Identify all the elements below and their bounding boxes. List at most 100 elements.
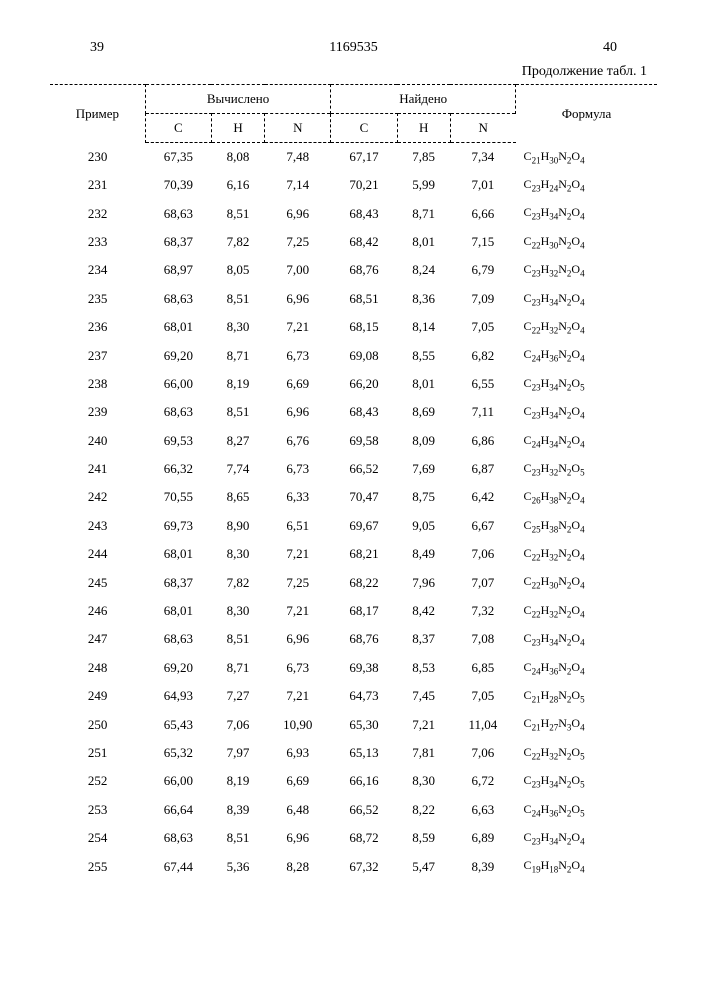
table-row: 23568,638,516,9668,518,367,09C23H34N2O4 bbox=[50, 285, 657, 313]
cell-calc-n: 6,96 bbox=[265, 398, 331, 426]
cell-ex: 254 bbox=[50, 824, 145, 852]
cell-calc-h: 7,97 bbox=[211, 739, 264, 767]
cell-found-n: 6,66 bbox=[450, 199, 515, 227]
cell-calc-c: 66,32 bbox=[145, 455, 211, 483]
cell-found-h: 8,42 bbox=[397, 597, 450, 625]
cell-found-c: 66,16 bbox=[331, 767, 397, 795]
cell-ex: 245 bbox=[50, 568, 145, 596]
table-row: 23170,396,167,1470,215,997,01C23H24N2O4 bbox=[50, 171, 657, 199]
page-header: 39 1169535 40 bbox=[50, 40, 657, 56]
header-group-row: Пример Вычислено Найдено Формула bbox=[50, 85, 657, 114]
table-row: 23067,358,087,4867,177,857,34C21H30N2O4 bbox=[50, 143, 657, 172]
cell-found-h: 8,24 bbox=[397, 256, 450, 284]
cell-ex: 255 bbox=[50, 852, 145, 880]
cell-found-c: 65,13 bbox=[331, 739, 397, 767]
cell-found-c: 68,72 bbox=[331, 824, 397, 852]
cell-calc-n: 6,33 bbox=[265, 483, 331, 511]
cell-calc-h: 8,39 bbox=[211, 796, 264, 824]
cell-calc-c: 68,63 bbox=[145, 398, 211, 426]
cell-calc-c: 66,00 bbox=[145, 767, 211, 795]
table-row: 23866,008,196,6966,208,016,55C23H34N2O5 bbox=[50, 370, 657, 398]
cell-found-h: 8,22 bbox=[397, 796, 450, 824]
cell-formula: C23H24N2O4 bbox=[516, 171, 657, 199]
cell-found-h: 8,14 bbox=[397, 313, 450, 341]
cell-found-c: 68,43 bbox=[331, 199, 397, 227]
cell-found-c: 66,20 bbox=[331, 370, 397, 398]
cell-calc-h: 5,36 bbox=[211, 852, 264, 880]
cell-calc-h: 8,30 bbox=[211, 597, 264, 625]
cell-calc-h: 8,71 bbox=[211, 341, 264, 369]
cell-found-n: 7,01 bbox=[450, 171, 515, 199]
cell-calc-c: 67,44 bbox=[145, 852, 211, 880]
cell-found-c: 68,51 bbox=[331, 285, 397, 313]
cell-calc-n: 10,90 bbox=[265, 710, 331, 738]
cell-found-n: 7,32 bbox=[450, 597, 515, 625]
cell-found-c: 67,17 bbox=[331, 143, 397, 172]
cell-calc-h: 8,51 bbox=[211, 285, 264, 313]
cell-calc-n: 6,73 bbox=[265, 455, 331, 483]
cell-found-c: 68,21 bbox=[331, 540, 397, 568]
cell-formula: C19H18N2O4 bbox=[516, 852, 657, 880]
col-formula: Формула bbox=[516, 85, 657, 143]
cell-calc-c: 68,01 bbox=[145, 540, 211, 568]
cell-found-h: 7,69 bbox=[397, 455, 450, 483]
cell-ex: 248 bbox=[50, 654, 145, 682]
cell-calc-h: 8,51 bbox=[211, 398, 264, 426]
cell-calc-n: 6,51 bbox=[265, 512, 331, 540]
cell-ex: 241 bbox=[50, 455, 145, 483]
cell-found-n: 11,04 bbox=[450, 710, 515, 738]
table-row: 24668,018,307,2168,178,427,32C22H32N2O4 bbox=[50, 597, 657, 625]
cell-found-c: 66,52 bbox=[331, 455, 397, 483]
table-row: 24369,738,906,5169,679,056,67C25H38N2O4 bbox=[50, 512, 657, 540]
cell-found-c: 65,30 bbox=[331, 710, 397, 738]
table-row: 25165,327,976,9365,137,817,06C22H32N2O5 bbox=[50, 739, 657, 767]
cell-ex: 237 bbox=[50, 341, 145, 369]
cell-formula: C23H34N2O4 bbox=[516, 199, 657, 227]
cell-calc-h: 7,74 bbox=[211, 455, 264, 483]
cell-calc-c: 68,63 bbox=[145, 285, 211, 313]
cell-calc-c: 69,20 bbox=[145, 341, 211, 369]
cell-ex: 239 bbox=[50, 398, 145, 426]
cell-found-c: 70,21 bbox=[331, 171, 397, 199]
page-right: 40 bbox=[603, 40, 617, 56]
cell-found-c: 68,17 bbox=[331, 597, 397, 625]
cell-calc-c: 69,53 bbox=[145, 427, 211, 455]
cell-found-n: 7,34 bbox=[450, 143, 515, 172]
col-found-n: N bbox=[450, 114, 515, 143]
cell-formula: C23H34N2O4 bbox=[516, 625, 657, 653]
cell-found-c: 70,47 bbox=[331, 483, 397, 511]
cell-ex: 230 bbox=[50, 143, 145, 172]
cell-calc-h: 6,16 bbox=[211, 171, 264, 199]
cell-calc-h: 8,65 bbox=[211, 483, 264, 511]
cell-found-h: 9,05 bbox=[397, 512, 450, 540]
table-continuation: Продолжение табл. 1 bbox=[50, 64, 657, 80]
cell-ex: 242 bbox=[50, 483, 145, 511]
cell-calc-h: 8,51 bbox=[211, 824, 264, 852]
cell-ex: 243 bbox=[50, 512, 145, 540]
table-row: 25266,008,196,6966,168,306,72C23H34N2O5 bbox=[50, 767, 657, 795]
cell-calc-c: 64,93 bbox=[145, 682, 211, 710]
cell-found-h: 5,47 bbox=[397, 852, 450, 880]
cell-calc-c: 68,37 bbox=[145, 228, 211, 256]
cell-formula: C23H32N2O5 bbox=[516, 455, 657, 483]
col-found-h: H bbox=[397, 114, 450, 143]
col-primer: Пример bbox=[50, 85, 145, 143]
cell-calc-c: 70,39 bbox=[145, 171, 211, 199]
cell-formula: C23H34N2O5 bbox=[516, 370, 657, 398]
cell-calc-n: 6,96 bbox=[265, 285, 331, 313]
cell-found-c: 68,76 bbox=[331, 256, 397, 284]
cell-found-c: 67,32 bbox=[331, 852, 397, 880]
cell-found-n: 7,08 bbox=[450, 625, 515, 653]
cell-formula: C23H34N2O4 bbox=[516, 285, 657, 313]
col-calc-group: Вычислено bbox=[145, 85, 331, 114]
table-row: 25567,445,368,2867,325,478,39C19H18N2O4 bbox=[50, 852, 657, 880]
cell-calc-c: 69,20 bbox=[145, 654, 211, 682]
table-row: 23668,018,307,2168,158,147,05C22H32N2O4 bbox=[50, 313, 657, 341]
cell-calc-c: 68,97 bbox=[145, 256, 211, 284]
cell-formula: C22H32N2O4 bbox=[516, 313, 657, 341]
table-row: 24468,018,307,2168,218,497,06C22H32N2O4 bbox=[50, 540, 657, 568]
cell-ex: 233 bbox=[50, 228, 145, 256]
cell-found-h: 8,30 bbox=[397, 767, 450, 795]
cell-found-h: 8,69 bbox=[397, 398, 450, 426]
page-left: 39 bbox=[90, 40, 104, 56]
